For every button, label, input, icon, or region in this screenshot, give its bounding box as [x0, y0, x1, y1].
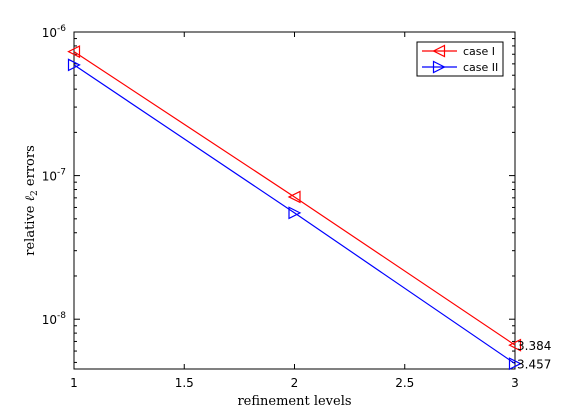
y-axis-label: relative ℓ2 errors	[23, 145, 40, 256]
data-point	[67, 45, 81, 59]
x-tick-label: 2	[291, 376, 299, 390]
y-tick-label: 10-8	[42, 311, 67, 327]
x-tick-label: 1	[70, 376, 78, 390]
slope-label: 3.384	[517, 339, 551, 353]
data-point	[287, 190, 301, 204]
y-tick-label: 10-6	[42, 24, 67, 40]
legend-item: case II	[422, 60, 498, 74]
legend-marker	[432, 60, 446, 74]
x-tick-label: 3	[511, 376, 519, 390]
legend-label: case I	[463, 45, 495, 58]
x-axis-label: refinement levels	[237, 394, 351, 409]
series-line	[73, 51, 516, 346]
data-point	[508, 338, 522, 352]
data-point	[67, 58, 81, 72]
legend: case I case II	[416, 41, 504, 77]
data-point	[508, 357, 522, 371]
slope-label: 3.457	[517, 358, 551, 372]
data-point	[288, 206, 302, 220]
legend-marker	[432, 44, 446, 58]
series-2: 3.457	[67, 58, 551, 372]
y-tick-label: 10-7	[42, 168, 66, 184]
x-tick-label: 1.5	[175, 376, 194, 390]
series-line	[73, 64, 516, 365]
legend-label: case II	[463, 61, 498, 74]
legend-item: case I	[422, 44, 495, 58]
x-tick-label: 2.5	[395, 376, 414, 390]
series-1: 3.384	[67, 45, 551, 353]
legend-box	[416, 41, 504, 77]
